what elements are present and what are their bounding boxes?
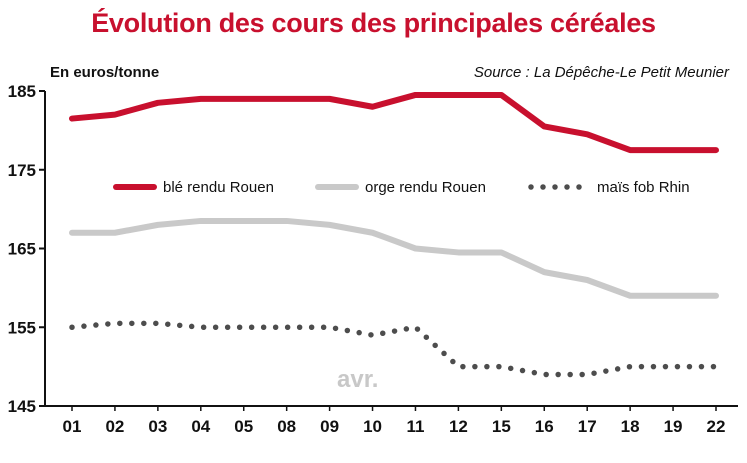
x-tick-label: 01 xyxy=(63,417,82,436)
y-tick-label: 145 xyxy=(8,397,36,416)
chart-title: Évolution des cours des principales céré… xyxy=(91,8,656,38)
x-tick-label: 19 xyxy=(664,417,683,436)
y-tick-label: 155 xyxy=(8,318,36,337)
x-tick-label: 03 xyxy=(148,417,167,436)
x-tick-label: 09 xyxy=(320,417,339,436)
y-axis-unit-label: En euros/tonne xyxy=(50,64,160,81)
x-tick-label: 10 xyxy=(363,417,382,436)
month-annotation: avr. xyxy=(337,366,378,393)
x-tick-label: 18 xyxy=(621,417,640,436)
x-tick-label: 11 xyxy=(406,417,424,436)
axes xyxy=(44,91,738,407)
source-label: Source : La Dépêche-Le Petit Meunier xyxy=(473,64,729,81)
legend-label-2: maïs fob Rhin xyxy=(597,179,690,196)
x-tick-label: 05 xyxy=(234,417,253,436)
legend-label-1: orge rendu Rouen xyxy=(365,179,486,196)
legend-label-0: blé rendu Rouen xyxy=(163,179,274,196)
legend: blé rendu Rouen orge rendu Rouen maïs fob … xyxy=(113,179,690,196)
x-tick-label: 08 xyxy=(277,417,296,436)
x-tick-label: 12 xyxy=(449,417,468,436)
series-line-2 xyxy=(69,320,719,378)
x-tick-label: 16 xyxy=(535,417,554,436)
x-tick-label: 17 xyxy=(578,417,597,436)
x-tick-label: 22 xyxy=(707,417,726,436)
x-tick-label: 04 xyxy=(191,417,210,436)
series-lines xyxy=(69,91,719,378)
y-tick-label: 165 xyxy=(8,240,36,259)
series-line-1 xyxy=(69,217,719,299)
series-line-0 xyxy=(69,91,719,154)
tick-labels: 145 155 165 175 185 01 02 03 04 05 08 09 10 11 12 15 16 1… xyxy=(8,82,726,436)
x-tick-label: 02 xyxy=(105,417,124,436)
x-tick-label: 15 xyxy=(492,417,511,436)
y-tick-label: 175 xyxy=(8,161,36,180)
y-tick-label: 185 xyxy=(8,82,36,101)
